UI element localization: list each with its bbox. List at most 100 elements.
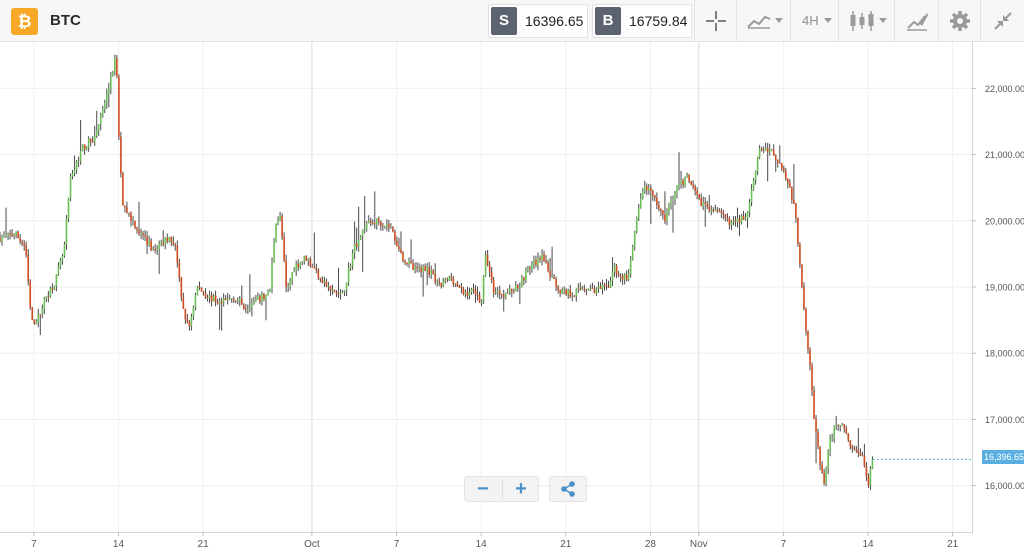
candle-style-button[interactable] [838,0,894,41]
candle-down [89,138,92,142]
candle-down [329,285,332,291]
candle-up [541,254,543,260]
candle-down [762,149,765,151]
candle-down [283,237,285,261]
candle-up [53,286,56,290]
candle-up [222,298,225,304]
y-tick-label: 19,000.00 [985,283,1024,293]
candle-down [821,464,823,473]
candle-down [392,227,394,232]
candle-up [357,239,360,247]
share-icon [561,481,575,497]
candle-up [71,173,74,177]
sell-price-button[interactable]: S 16396.65 [488,4,588,38]
candle-down [486,254,489,266]
candle-down [216,301,219,304]
candle-up [670,200,672,204]
candle-up [265,295,267,300]
candle-down [11,234,13,237]
candle-down [517,285,519,289]
candle-up [363,229,366,231]
candle-down [690,181,692,185]
share-button[interactable] [550,477,586,501]
candle-down [176,245,179,263]
candle-up [255,298,257,302]
candle-up [436,281,439,283]
candle-down [718,210,721,212]
candle-up [359,236,362,240]
candle-up [648,187,650,191]
chart-type-button[interactable] [736,0,790,41]
candle-up [496,290,499,293]
settings-button[interactable] [938,0,980,41]
candle-up [87,138,90,148]
x-tick-label: Oct [304,539,320,550]
candle-up [448,276,451,281]
candle-down [658,204,660,209]
candle-down [404,260,406,263]
candle-up [257,296,259,299]
zoom-out-button[interactable]: − [477,478,489,500]
candle-down [420,267,422,272]
instrument-symbol[interactable]: BTC [50,12,81,29]
candle-down [704,202,707,204]
drawing-tools-button[interactable] [894,0,938,41]
candle-down [83,144,86,150]
candle-down [27,254,30,282]
buy-price-button[interactable]: B 16759.84 [592,4,692,38]
candle-down [400,249,402,253]
candle-up [65,218,68,245]
candle-down [446,279,449,281]
candle-up [105,93,108,104]
candle-down [91,141,94,143]
crosshair-button[interactable] [694,0,736,41]
candle-up [5,234,7,236]
candle-down [325,281,328,287]
candle-up [702,202,705,207]
x-tick-label: 21 [560,539,572,550]
candle-up [686,174,688,178]
candle-up [770,149,773,151]
candle-up [480,301,483,303]
candle-up [825,468,827,484]
candle-down [321,279,324,283]
candle-down [859,453,862,456]
candle-down [700,198,702,207]
candle-up [3,235,5,237]
candle-up [666,211,668,222]
drawing-icon [907,13,928,31]
candle-up [228,298,231,300]
candle-up [515,285,517,292]
candle-down [245,308,247,310]
candle-down [47,296,50,298]
x-tick-label: 7 [31,539,37,550]
candle-down [281,215,283,238]
candle-up [426,267,428,272]
candle-up [835,425,837,427]
candle-up [331,289,334,291]
candle-down [615,265,618,275]
candle-up [293,270,295,273]
candle-down [243,304,245,309]
candle-down [355,243,358,247]
candle-up [230,298,233,300]
candle-down [234,300,237,302]
candle-up [869,468,872,486]
candle-down [416,267,418,269]
candle-down [547,262,549,271]
candle-down [311,265,314,268]
collapse-button[interactable] [980,0,1024,41]
candle-down [490,271,493,280]
candle-down [724,214,727,218]
timeframe-selector[interactable]: 4H [790,0,838,41]
candle-up [341,292,344,294]
candle-up [841,424,844,426]
zoom-in-button[interactable]: + [515,478,527,500]
candle-down [603,284,606,286]
candle-up [871,459,874,469]
candle-down [450,276,453,279]
candle-up [85,147,88,150]
candle-down [116,58,118,77]
candle-up [287,286,289,288]
price-chart[interactable]: 16,000.00 17,000.00 18,000.00 19,000.00 20,0… [0,42,1024,558]
